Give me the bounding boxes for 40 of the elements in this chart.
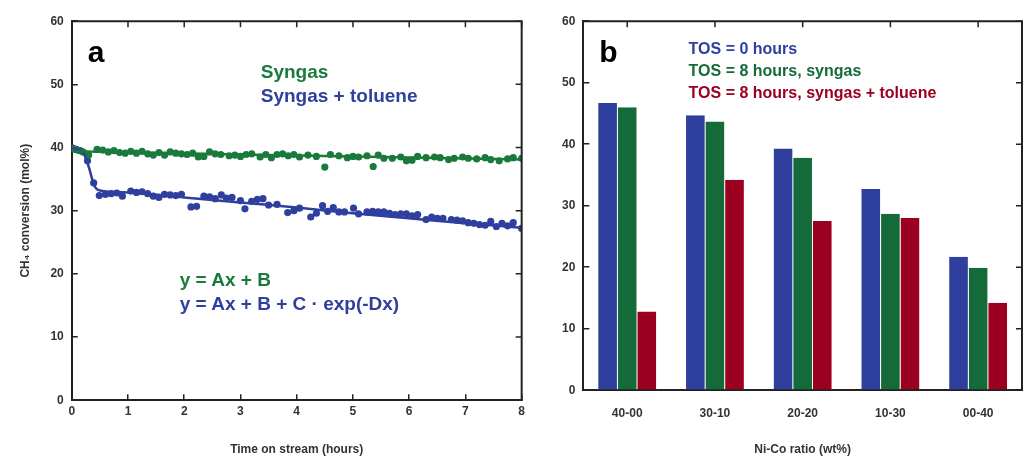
y-tick-label: 0 bbox=[57, 392, 65, 407]
x-tick-label: 00-40 bbox=[962, 405, 994, 420]
x-tick-label: 6 bbox=[405, 403, 413, 418]
text: TOS = 8 hours, syngas + toluene bbox=[688, 83, 937, 101]
text: Syngas + toluene bbox=[260, 84, 418, 106]
x-tick-label: 1 bbox=[124, 403, 132, 418]
x-tick-label: 4 bbox=[293, 403, 301, 418]
annotation: y = Ax + B bbox=[179, 269, 271, 291]
text: a bbox=[87, 35, 105, 69]
text: TOS = 8 hours, syngas bbox=[688, 61, 862, 79]
x-tick-label: 40-00 bbox=[611, 405, 643, 420]
y-tick-label: 10 bbox=[50, 329, 65, 344]
y-tick-label: 60 bbox=[50, 13, 65, 28]
x-axis-title: Ni-Co ratio (wt%) bbox=[754, 442, 852, 457]
x-tick-label: 10-30 bbox=[875, 405, 907, 420]
y-tick-label: 50 bbox=[50, 76, 65, 91]
y-tick-label: 30 bbox=[561, 198, 576, 213]
y-tick-label: 20 bbox=[50, 266, 65, 281]
x-tick-label: 2 bbox=[180, 403, 188, 418]
x-tick-label: 8 bbox=[518, 403, 526, 418]
y-tick-label: 40 bbox=[50, 139, 65, 154]
x-axis-title: Time on stream (hours) bbox=[230, 442, 364, 457]
annotation: y = Ax + B + C · exp(-Dx) bbox=[179, 293, 400, 315]
y-axis-title: CH₄ conversion (mol%) bbox=[17, 143, 32, 278]
y-tick-label: 10 bbox=[561, 321, 576, 336]
y-tick-label: 20 bbox=[561, 259, 576, 274]
x-tick-label: 20-20 bbox=[787, 405, 819, 420]
y-tick-label: 30 bbox=[50, 203, 65, 218]
y-tick-label: 0 bbox=[568, 382, 576, 397]
x-tick-label: 30-10 bbox=[699, 405, 731, 420]
y-tick-label: 50 bbox=[561, 75, 576, 90]
text: TOS = 0 hours bbox=[688, 39, 798, 57]
x-tick-label: 0 bbox=[68, 403, 76, 418]
x-tick-label: 7 bbox=[462, 403, 470, 418]
x-tick-label: 3 bbox=[237, 403, 245, 418]
text: b bbox=[599, 35, 618, 69]
x-tick-label: 5 bbox=[349, 403, 357, 418]
y-tick-label: 40 bbox=[561, 136, 576, 151]
y-tick-label: 60 bbox=[561, 13, 576, 28]
text: Syngas bbox=[260, 60, 329, 82]
